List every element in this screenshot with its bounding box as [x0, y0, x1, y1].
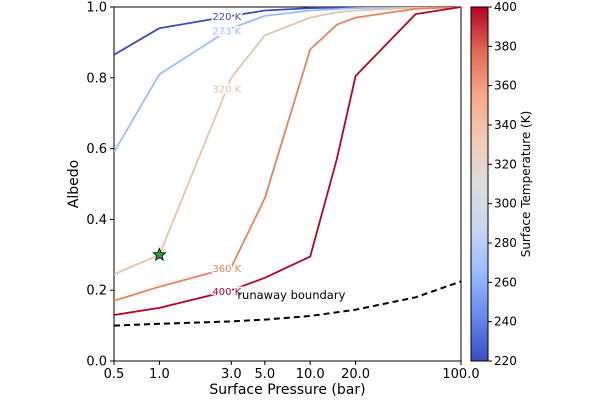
series-line-320 — [114, 7, 461, 276]
y-tick-label: 0.6 — [86, 142, 107, 157]
y-tick-label: 0.4 — [86, 213, 107, 228]
colorbar-tick-label: 280 — [494, 236, 517, 250]
series-label-220: 220 K — [212, 12, 241, 23]
colorbar: 220 240 260 280 300 320 340 360 380 400 — [470, 0, 517, 368]
x-tick-label: 10.0 — [296, 367, 325, 382]
series-label-273: 273 K — [212, 27, 241, 38]
series-label-400: 400 K — [212, 287, 241, 298]
colorbar-tick-label: 360 — [494, 79, 517, 93]
x-tick-label: 1.0 — [149, 367, 170, 382]
colorbar-tick-label: 340 — [494, 118, 517, 132]
colorbar-tick-label: 400 — [494, 0, 517, 14]
series-line-220 — [114, 7, 461, 56]
y-tick-label: 1.0 — [86, 1, 107, 16]
runaway-boundary-line — [114, 280, 461, 327]
series-label-320: 320 K — [212, 84, 241, 95]
colorbar-tick-label: 260 — [494, 275, 517, 289]
plot-axes: 0.5 1.0 3.0 5.0 10.0 20.0 100.0 0.0 0.2 0.4 0.6 0.8… — [86, 1, 479, 383]
series-line-400 — [114, 7, 461, 316]
colorbar-tick-label: 380 — [494, 39, 517, 53]
series-line-273 — [114, 7, 461, 153]
runaway-boundary-label: runaway boundary — [237, 288, 345, 302]
colorbar-tick-label: 220 — [494, 354, 517, 368]
star-marker — [152, 247, 167, 261]
colorbar-gradient — [470, 6, 489, 362]
y-axis-label: Albedo — [66, 160, 82, 208]
x-tick-label: 20.0 — [341, 367, 370, 382]
colorbar-tick-label: 320 — [494, 157, 517, 171]
colorbar-tick-label: 240 — [494, 315, 517, 329]
series-label-360: 360 K — [212, 264, 241, 275]
y-tick-label: 0.2 — [86, 284, 107, 299]
x-tick-label: 100.0 — [442, 367, 479, 382]
x-tick-label: 5.0 — [254, 367, 275, 382]
y-tick-label: 0.8 — [86, 71, 107, 86]
colorbar-label: Surface Temperature (K) — [519, 111, 533, 258]
x-tick-label: 0.5 — [104, 367, 125, 382]
x-axis-label: Surface Pressure (bar) — [209, 382, 365, 398]
plot-frame — [113, 6, 462, 362]
series-line-360 — [114, 7, 461, 302]
colorbar-tick-label: 300 — [494, 197, 517, 211]
y-tick-label: 0.0 — [86, 355, 107, 370]
x-tick-label: 3.0 — [221, 367, 242, 382]
series-layer — [114, 7, 461, 327]
line-labels-layer: 220 K 273 K 320 K 360 K 400 K — [211, 11, 243, 300]
